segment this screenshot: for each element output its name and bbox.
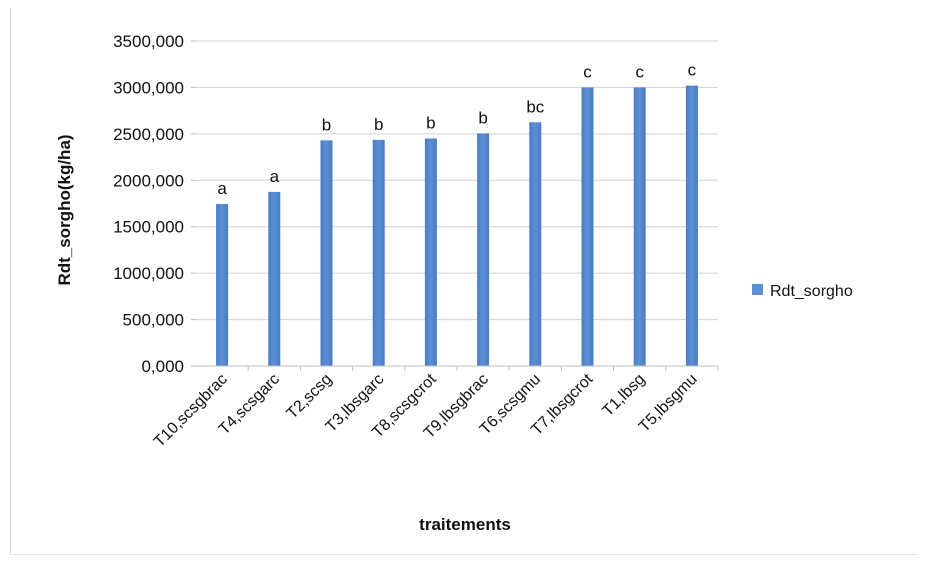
significance-letter: a <box>270 167 280 186</box>
bar <box>477 133 490 366</box>
significance-letter: c <box>583 62 592 81</box>
bar <box>320 140 333 366</box>
x-tick-label: T10,scsgbrac <box>151 371 231 451</box>
x-axis-title: traitements <box>419 515 511 534</box>
significance-letter: c <box>635 62 644 81</box>
significance-letter: b <box>322 115 331 134</box>
x-tick-label: T1,lbsg <box>599 371 648 420</box>
y-tick-label: 2500,000 <box>113 125 184 144</box>
gridlines <box>196 40 718 321</box>
y-axis-title: Rdt_sorgho(kg/ha) <box>55 134 74 285</box>
significance-letter: b <box>426 114 435 133</box>
bar <box>424 138 437 366</box>
y-tick-label: 0,000 <box>141 357 184 376</box>
significance-letter: c <box>688 61 697 80</box>
bars <box>216 85 698 367</box>
chart-frame <box>10 8 918 555</box>
y-tick-label: 1000,000 <box>113 264 184 283</box>
legend: Rdt_sorgho <box>752 283 853 300</box>
y-tick-label: 3000,000 <box>113 78 184 97</box>
bar <box>372 139 385 366</box>
legend-swatch <box>752 284 763 295</box>
bar <box>268 191 281 366</box>
significance-letter: a <box>217 179 227 198</box>
significance-letter: bc <box>526 97 544 116</box>
significance-letter: b <box>374 115 383 134</box>
bar <box>633 87 646 366</box>
legend-label: Rdt_sorgho <box>770 283 853 300</box>
y-tick-label: 3500,000 <box>113 32 184 51</box>
significance-letters: a a b b b b bc c c c <box>217 61 696 198</box>
bar <box>529 122 542 366</box>
x-tick-label: T2,scsg <box>284 371 336 423</box>
significance-letter: b <box>478 108 487 127</box>
y-tick-label: 2000,000 <box>113 171 184 190</box>
bar <box>581 87 594 366</box>
y-tick-label: 1500,000 <box>113 218 184 237</box>
bar <box>685 85 698 367</box>
y-tick-label: 500,000 <box>123 311 184 330</box>
y-axis-ticks: 0,000 500,000 1000,000 1500,000 2000,000 2500… <box>113 32 196 376</box>
bar <box>216 203 229 366</box>
